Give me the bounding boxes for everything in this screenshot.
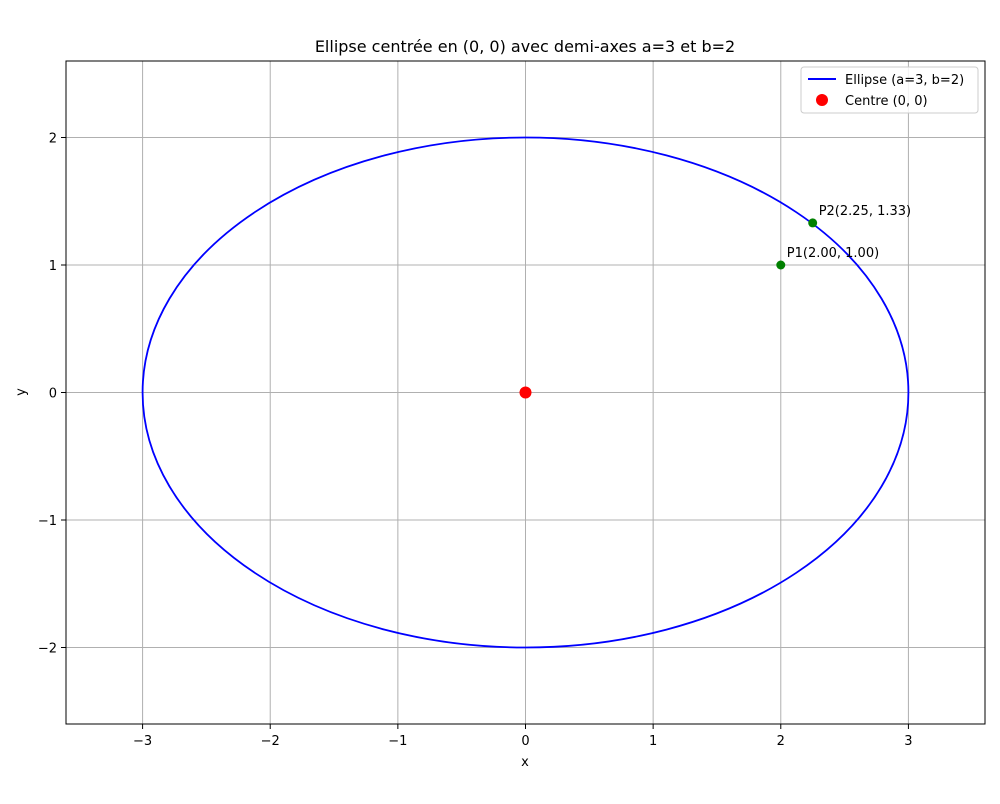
point-label-2: P2(2.25, 1.33) <box>819 204 911 219</box>
point-label-1: P1(2.00, 1.00) <box>787 246 879 261</box>
centre-point <box>519 386 532 399</box>
point-marker-2 <box>808 218 818 228</box>
x-tick-label: −3 <box>133 734 152 749</box>
y-axis-label: y <box>14 388 29 396</box>
legend: Ellipse (a=3, b=2) Centre (0, 0) <box>800 66 979 114</box>
y-tick-label: 2 <box>49 132 57 147</box>
ellipse-curve <box>141 136 910 649</box>
point-marker-1 <box>776 260 786 270</box>
legend-label-ellipse: Ellipse (a=3, b=2) <box>845 73 964 88</box>
y-tick-label: 0 <box>49 387 57 402</box>
x-tick-label: −2 <box>261 734 280 749</box>
data-layer: P1(2.00, 1.00) P2(2.25, 1.33) <box>141 136 911 649</box>
ticks-layer: −3 −2 −1 0 1 2 3 −2 −1 0 1 2 <box>38 132 913 750</box>
x-tick-label: 1 <box>649 734 657 749</box>
x-tick-label: −1 <box>388 734 407 749</box>
x-axis-label: x <box>521 755 529 770</box>
y-tick-label: −2 <box>38 642 57 657</box>
x-tick-label: 0 <box>521 734 529 749</box>
legend-box <box>800 66 979 114</box>
y-tick-label: −1 <box>38 514 57 529</box>
legend-label-centre: Centre (0, 0) <box>845 94 928 109</box>
y-tick-label: 1 <box>49 259 57 274</box>
chart-title: Ellipse centrée en (0, 0) avec demi-axes… <box>315 37 735 56</box>
x-tick-label: 2 <box>777 734 785 749</box>
legend-centre-swatch <box>816 94 828 106</box>
x-tick-label: 3 <box>904 734 912 749</box>
grid-layer <box>66 61 985 724</box>
